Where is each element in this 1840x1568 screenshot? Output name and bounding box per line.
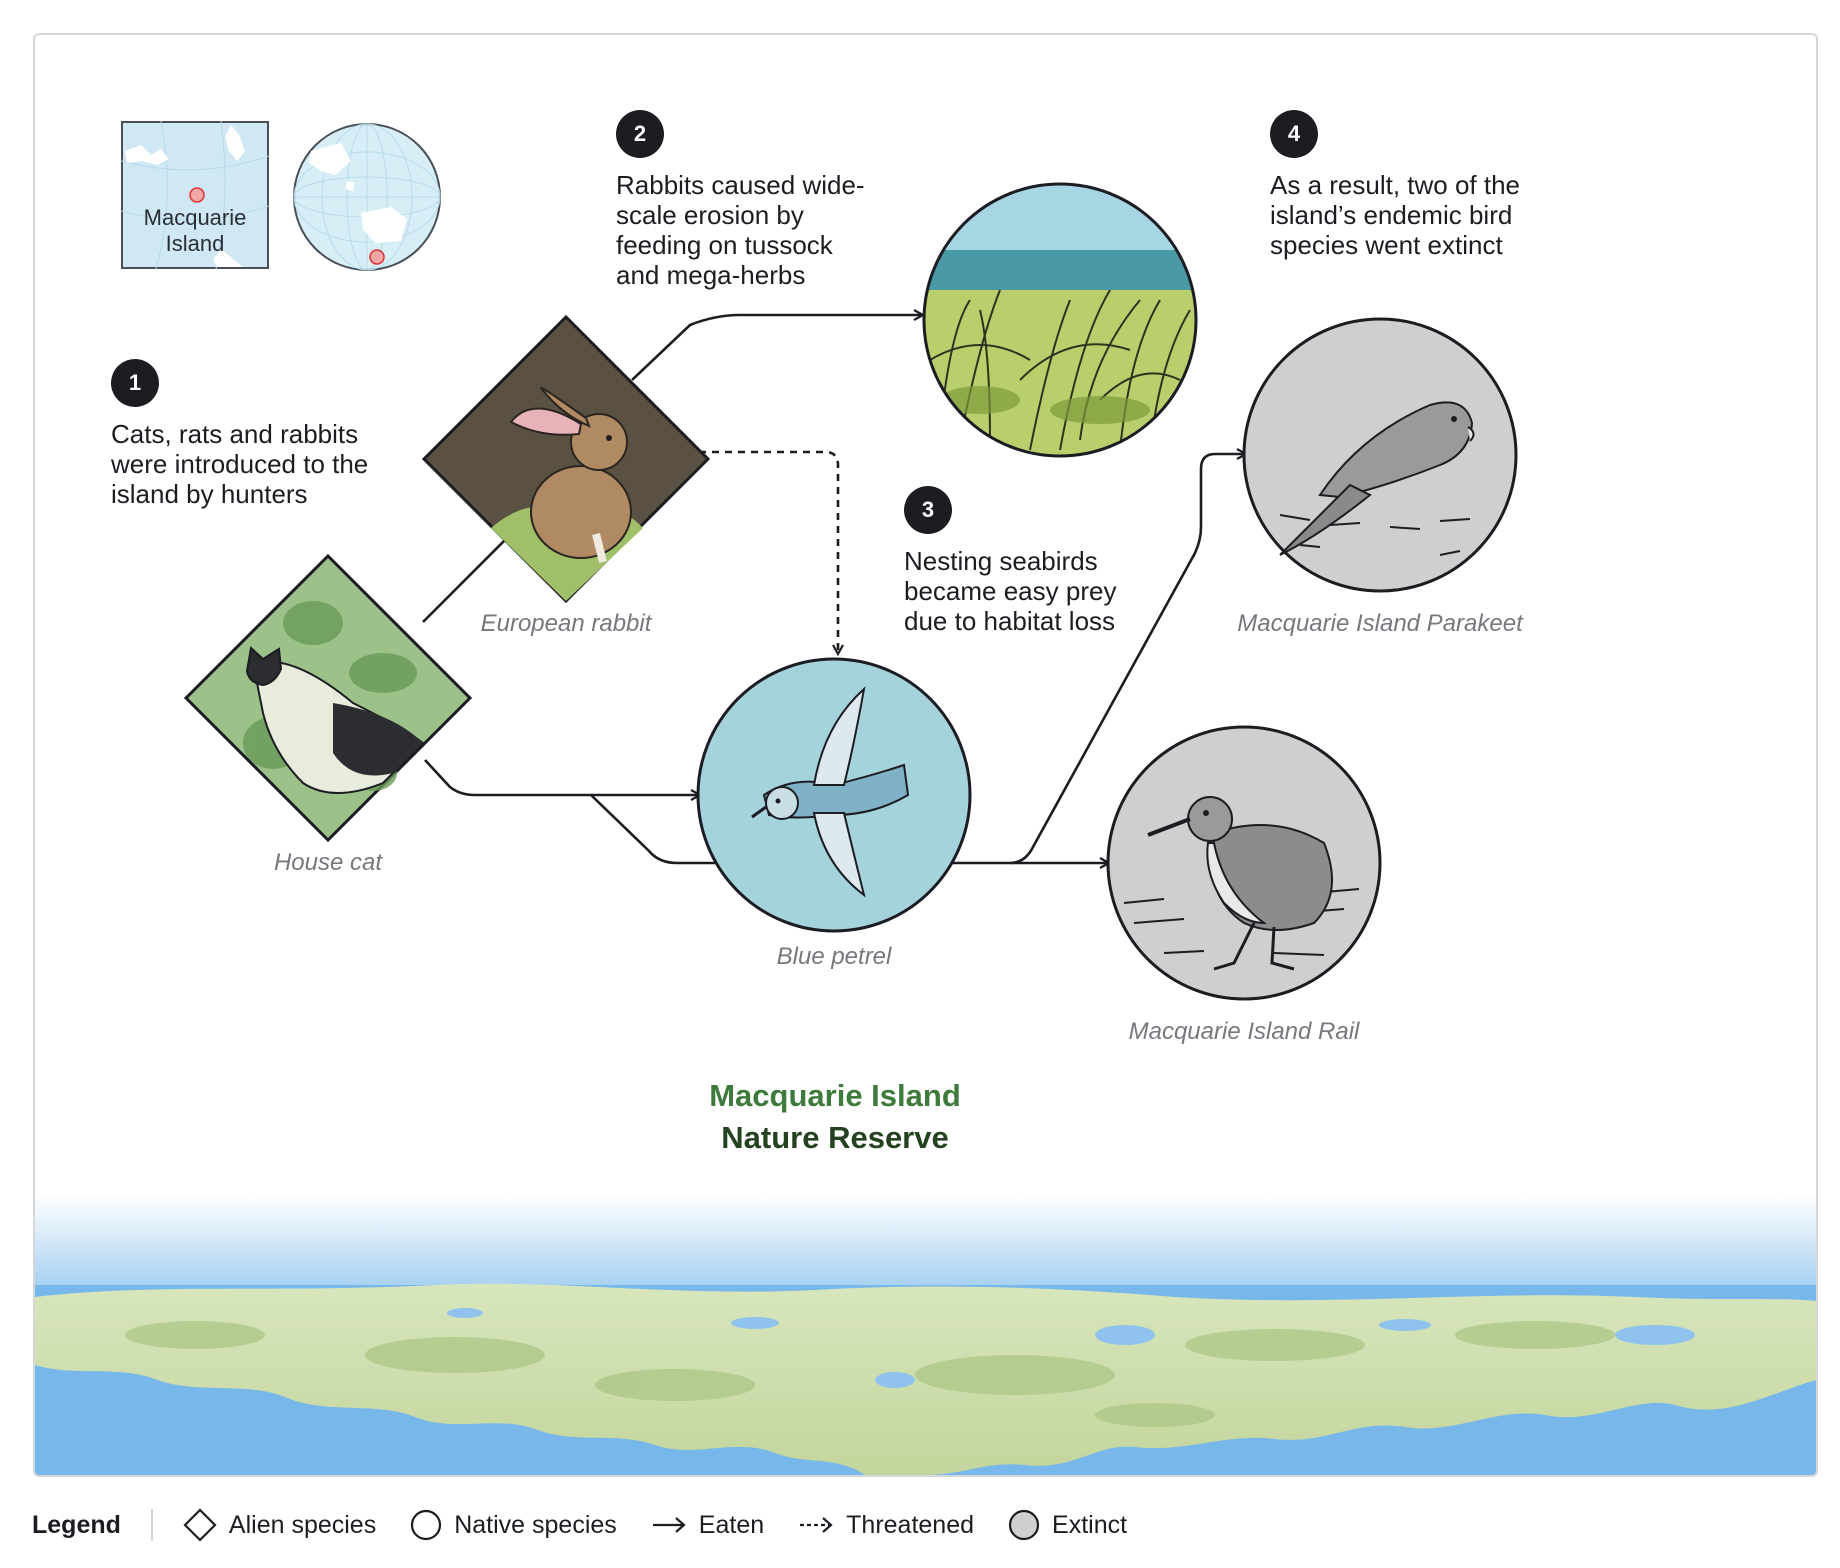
step-4-badge: 4 — [1270, 110, 1318, 158]
house-cat-label: House cat — [273, 849, 383, 876]
legend-eaten-label: Eaten — [698, 1510, 765, 1539]
island-map-background — [35, 1195, 1816, 1475]
blue-petrel-node — [696, 657, 972, 933]
legend-item-extinct: Extinct — [1008, 1509, 1127, 1541]
food-web-arrows — [422, 35, 1816, 1475]
circle-icon — [411, 1509, 442, 1541]
step-3-badge: 3 — [904, 486, 952, 534]
diamond-icon — [183, 1508, 217, 1542]
arrow-petrel-to-parakeet — [952, 454, 1246, 865]
rail-node — [1106, 725, 1382, 1001]
legend: Legend Alien species Native species Eate… — [32, 1500, 1161, 1550]
diagram-card: Macquarie Island Nature Reserve 1 Cats, — [33, 33, 1818, 1477]
step-3-text: Nesting seabirds became easy prey due to… — [904, 546, 1117, 636]
arrow-rabbit-to-tussock — [631, 315, 923, 381]
legend-native-label: Native species — [454, 1510, 617, 1539]
legend-threatened-label: Threatened — [846, 1510, 975, 1539]
legend-item-threatened: Threatened — [798, 1511, 974, 1540]
house-cat-node — [183, 553, 473, 843]
step-2-text: Rabbits caused wide-scale erosion by fee… — [616, 170, 865, 290]
step-4-text: As a result, two of the island’s endemic… — [1270, 170, 1521, 260]
step-2-badge: 2 — [616, 110, 664, 158]
dashed-arrow-icon — [800, 1517, 833, 1533]
european-rabbit-label: European rabbit — [480, 610, 652, 637]
inset-region-map — [121, 121, 270, 270]
globe-locator — [293, 123, 441, 271]
step-1-text: Cats, rats and rabbits were introduced t… — [111, 419, 369, 509]
inset-map-label: Macquarie Island — [143, 205, 247, 256]
map-title: Macquarie Island Nature Reserve — [655, 1075, 1015, 1159]
arrow-cat-to-petrel-1 — [424, 759, 700, 795]
filled-circle-icon — [1008, 1509, 1040, 1541]
step-1-badge: 1 — [111, 359, 159, 407]
european-rabbit-node — [421, 314, 711, 604]
parakeet-node — [1242, 317, 1518, 593]
legend-divider — [150, 1509, 153, 1541]
arrow-rabbit-threatens-petrel — [699, 450, 838, 654]
parakeet-label: Macquarie Island Parakeet — [1237, 610, 1523, 637]
legend-item-native: Native species — [410, 1509, 617, 1541]
solid-arrow-icon — [652, 1517, 686, 1533]
legend-alien-label: Alien species — [228, 1510, 377, 1539]
legend-extinct-label: Extinct — [1052, 1510, 1128, 1539]
legend-item-eaten: Eaten — [651, 1511, 764, 1540]
map-title-line-2: Nature Reserve — [721, 1120, 949, 1155]
legend-item-alien: Alien species — [183, 1508, 376, 1542]
map-title-line-1: Macquarie Island — [709, 1078, 961, 1113]
rail-label: Macquarie Island Rail — [1128, 1018, 1360, 1045]
tussock-habitat-node — [922, 182, 1198, 458]
legend-title: Legend — [32, 1510, 121, 1539]
arrow-cat-to-petrel-2 — [590, 794, 716, 865]
blue-petrel-label: Blue petrel — [776, 943, 892, 970]
